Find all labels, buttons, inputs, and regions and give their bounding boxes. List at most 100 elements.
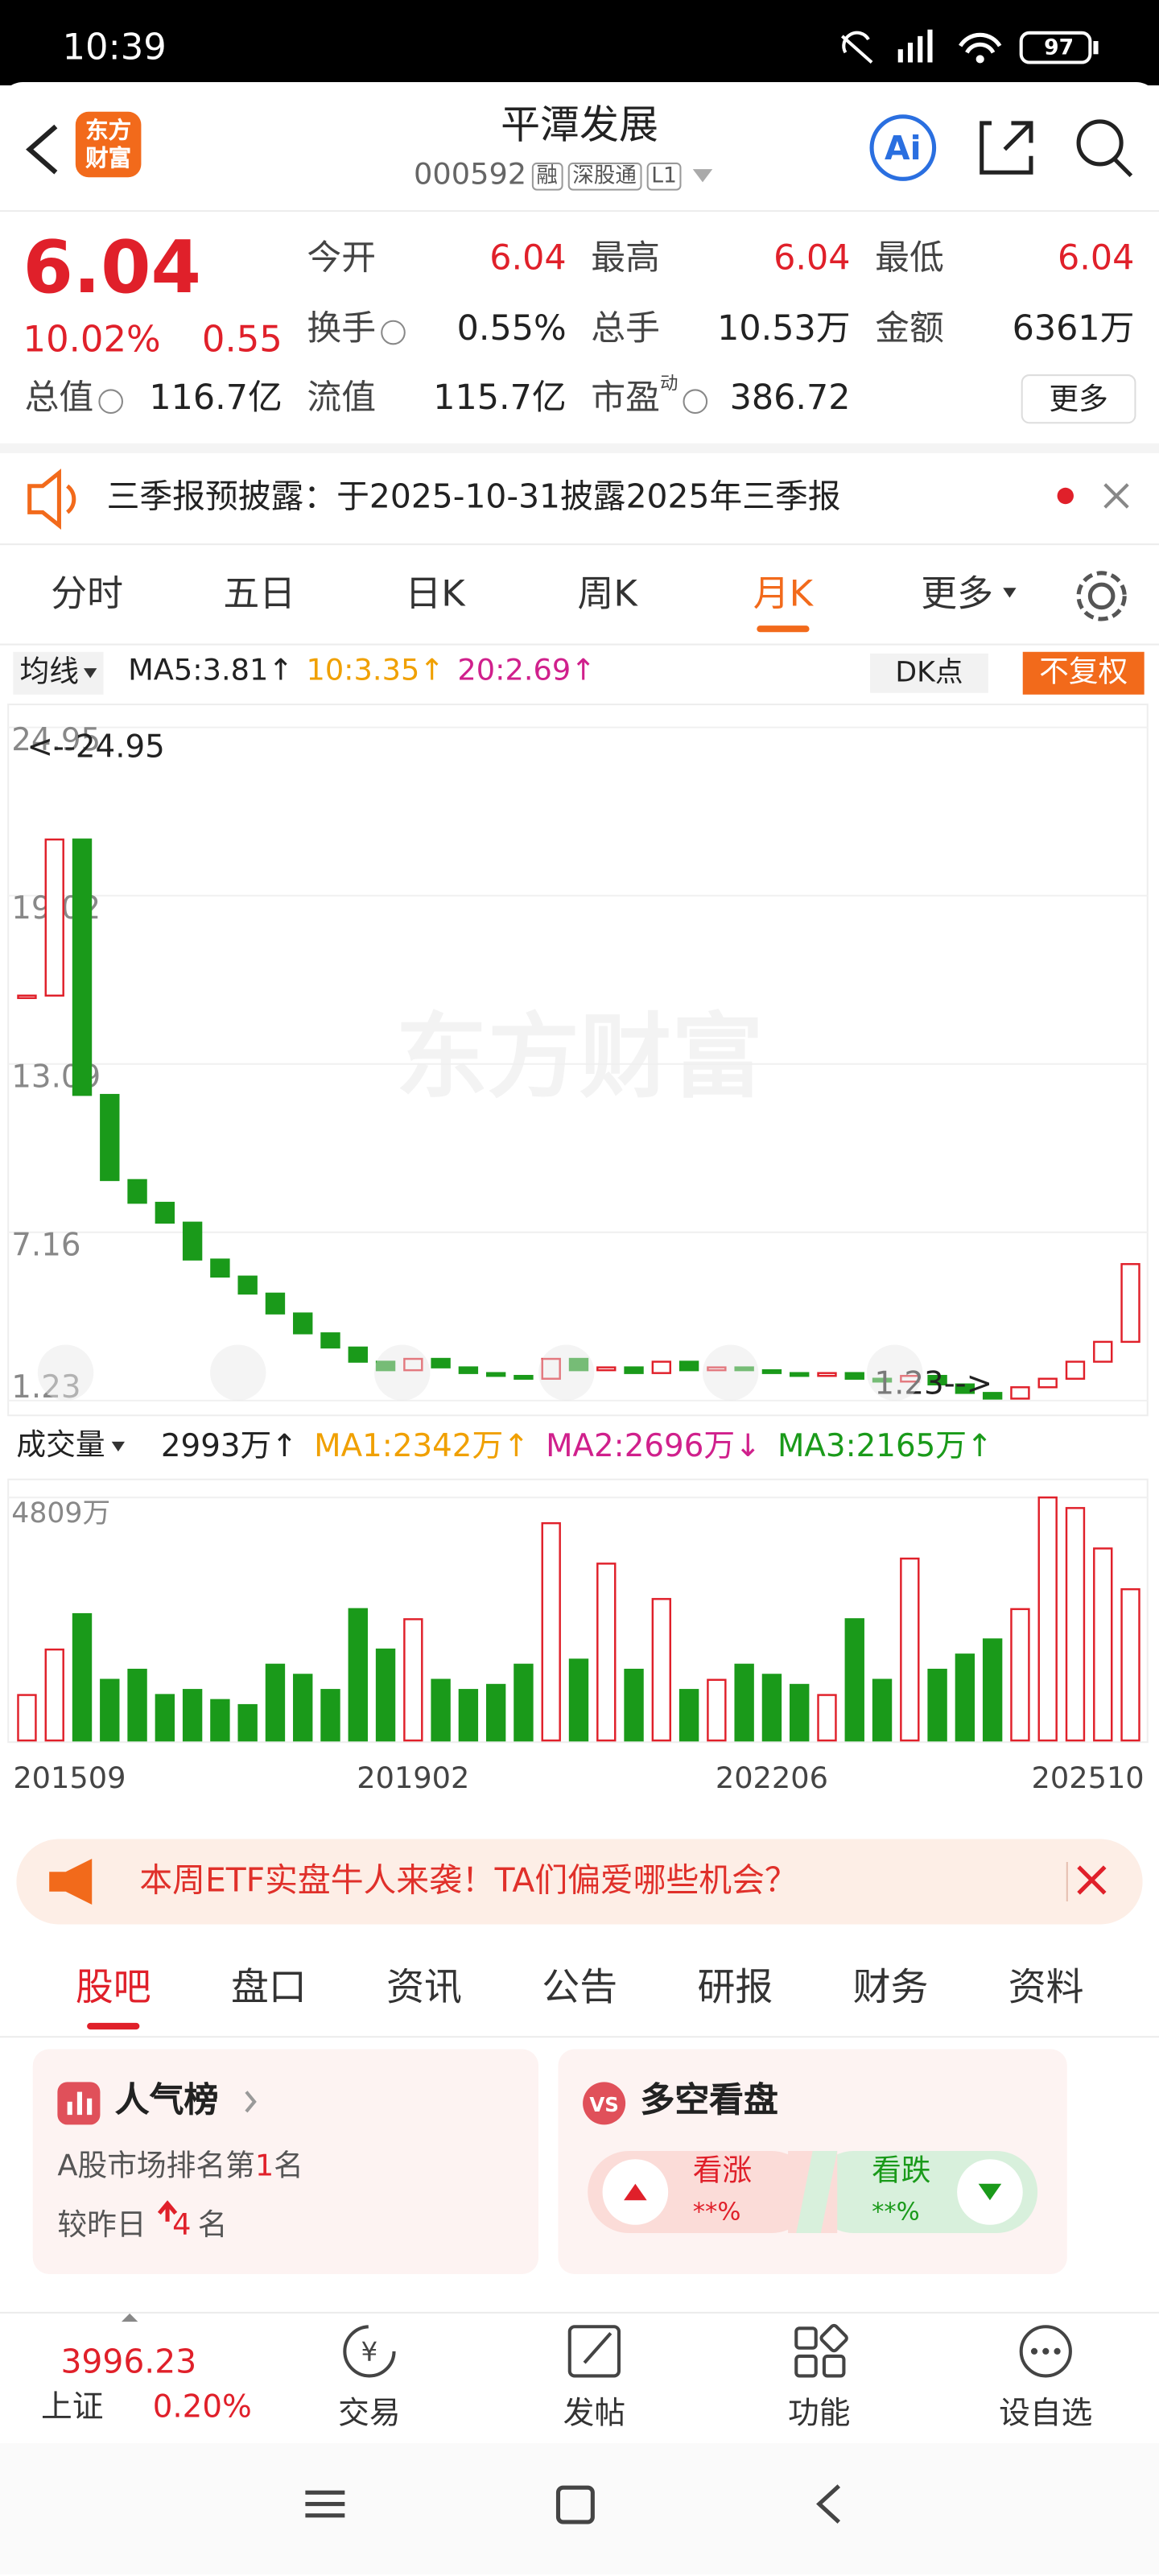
status-time: 10:39: [62, 27, 167, 69]
svg-text:VS: VS: [589, 2093, 619, 2116]
period-tab[interactable]: 更多: [921, 574, 994, 616]
change-prefix: 较昨日: [57, 2208, 146, 2244]
battery-level: 97: [1044, 35, 1074, 61]
card-title[interactable]: 多空看盘: [640, 2080, 778, 2120]
candle: [761, 1368, 782, 1374]
volume-bar: [72, 1612, 93, 1742]
content-tab[interactable]: 研报: [697, 1967, 773, 2010]
candle: [375, 1360, 396, 1372]
candle: [1120, 1263, 1140, 1344]
volume-bar: [44, 1648, 64, 1742]
period-tab[interactable]: 五日: [223, 574, 296, 616]
volume-bar: [348, 1608, 368, 1742]
period-tab[interactable]: 日K: [405, 574, 465, 616]
volume-bar: [1065, 1507, 1086, 1742]
info-icon: [98, 389, 123, 415]
quote-label: 最高: [591, 241, 660, 276]
candle: [872, 1377, 893, 1383]
quote-value: 6.04: [1058, 237, 1135, 278]
quote-value: 386.72: [729, 378, 851, 418]
bull-label[interactable]: 看涨: [692, 2154, 753, 2189]
candle: [734, 1366, 754, 1372]
quote-label: 总值: [25, 380, 123, 415]
logo-text: 东方: [85, 118, 132, 145]
rank-change-line: 较昨日 4 名: [57, 2211, 227, 2241]
volume-selector[interactable]: 成交量: [16, 1431, 126, 1462]
rank-line: A股市场排名第1名: [57, 2152, 303, 2182]
quote-value: 0.55%: [456, 308, 567, 349]
quote-value: 6361万: [1012, 308, 1135, 349]
bottom-action[interactable]: 功能: [788, 2395, 851, 2432]
content-tab[interactable]: 盘口: [230, 1967, 307, 2010]
volume-chart: 4809万: [7, 1478, 1149, 1744]
y-tick-label: 7.16: [11, 1227, 80, 1263]
chart-frame: [7, 704, 1149, 1417]
chart-control[interactable]: [702, 1344, 759, 1401]
quote-label: 市盈动: [591, 374, 708, 415]
notice-text[interactable]: 三季报预披露：于2025-10-31披露2025年三季报: [106, 476, 841, 516]
candle: [624, 1366, 644, 1374]
candle: [514, 1374, 534, 1380]
dropdown-arrow: [693, 169, 713, 183]
ai-button[interactable]: Ai: [885, 128, 922, 168]
bottom-action[interactable]: 发帖: [563, 2395, 626, 2432]
y-tick-label: 1.23: [11, 1369, 80, 1406]
volume-bar: [127, 1668, 147, 1742]
card-title[interactable]: 人气榜: [114, 2080, 219, 2120]
volume-bar: [844, 1618, 864, 1742]
volume-bar: [431, 1678, 451, 1742]
divider: [0, 210, 1159, 213]
candle: [348, 1346, 368, 1363]
divider: [0, 443, 1159, 453]
candle: [790, 1372, 810, 1377]
chart-control[interactable]: [866, 1344, 923, 1401]
price: 6.04: [23, 226, 201, 311]
volume-bar: [678, 1689, 699, 1742]
banner-text[interactable]: 本周ETF实盘牛人来袭！TA们偏爱哪些机会？: [139, 1860, 798, 1900]
volume-bar: [761, 1674, 782, 1742]
content-tab[interactable]: 资料: [1008, 1967, 1084, 2010]
index-value[interactable]: 3996.23: [60, 2341, 197, 2381]
volume-value: MA3:2165万↑: [777, 1428, 993, 1465]
volume-bar: [182, 1689, 203, 1742]
bottom-action[interactable]: 交易: [338, 2395, 401, 2432]
period-tab[interactable]: 分时: [51, 574, 123, 616]
candle: [955, 1383, 975, 1394]
candle: [320, 1332, 340, 1349]
divider: [0, 643, 1159, 646]
ma-selector[interactable]: 均线: [13, 651, 104, 695]
content-tab[interactable]: 公告: [542, 1967, 618, 2010]
chart-control[interactable]: [374, 1344, 431, 1401]
content-tab[interactable]: 股吧: [75, 1967, 151, 2010]
volume-bar: [541, 1521, 561, 1742]
candle: [431, 1357, 451, 1368]
volume-value: MA1:2342万↑: [314, 1428, 530, 1465]
bear-label[interactable]: 看跌: [872, 2154, 931, 2189]
chart-control[interactable]: [37, 1344, 94, 1401]
dk-button[interactable]: DK点: [870, 653, 988, 693]
logo-text: 财富: [85, 146, 132, 173]
period-tab[interactable]: 月K: [753, 574, 814, 616]
period-tab[interactable]: 周K: [577, 574, 637, 616]
volume-bar: [1120, 1587, 1140, 1742]
banner-icons: [16, 1839, 1143, 1925]
volume-bar: [651, 1598, 672, 1742]
stock-name[interactable]: 平潭发展: [501, 101, 658, 148]
adjust-button[interactable]: 不复权: [1022, 651, 1145, 695]
divider: [0, 543, 1159, 546]
label-text: 流值: [307, 378, 377, 418]
dropdown-arrow: [84, 668, 97, 679]
candle: [72, 838, 93, 1096]
chart-control[interactable]: [210, 1344, 266, 1401]
candle: [900, 1374, 920, 1383]
content-tab[interactable]: 资讯: [386, 1967, 462, 2010]
chart-control[interactable]: [538, 1344, 595, 1401]
content-tab[interactable]: 财务: [852, 1967, 929, 2010]
quote-label: 金额: [875, 312, 944, 347]
more-button[interactable]: 更多: [1021, 374, 1136, 424]
bull-pct: **%: [692, 2197, 741, 2227]
bottom-action[interactable]: 设自选: [999, 2395, 1093, 2432]
index-name: 上证: [40, 2388, 104, 2425]
rank-change: 4: [172, 2208, 192, 2244]
candle: [293, 1312, 313, 1335]
